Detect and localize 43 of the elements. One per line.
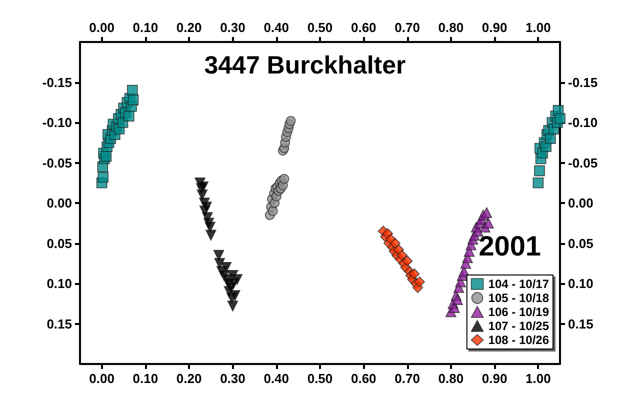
x-tick-label: 0.40 (264, 371, 290, 386)
legend-label: 106 - 10/19 (488, 305, 550, 319)
x-tick-label: 0.60 (350, 371, 376, 386)
y-tick-label: 0.00 (46, 196, 72, 210)
y-tick-label: 0.15 (46, 316, 72, 332)
x-tick-label: 0.90 (482, 371, 508, 386)
x2-tick-label: 0.80 (438, 20, 464, 35)
x-tick-label: 1.00 (526, 371, 551, 386)
x2-tick-label: 0.70 (394, 20, 420, 35)
y2-tick-label: 0.10 (568, 276, 594, 291)
chart-title: 3447 Burckhalter (204, 52, 406, 80)
y2-tick-label: 0.05 (568, 236, 594, 251)
legend-label: 105 - 10/18 (488, 291, 550, 305)
y2-tick-label: -0.15 (568, 74, 598, 90)
x-tick-label: 0.00 (89, 371, 114, 386)
x2-tick-label: 0.90 (482, 20, 508, 35)
x-tick-label: 0.10 (132, 371, 158, 386)
x-tick-label: 0.30 (220, 371, 246, 386)
y-tick-label: 0.05 (46, 236, 72, 251)
x2-tick-label: 0.60 (350, 20, 376, 35)
y2-tick-label: 0.00 (568, 196, 594, 210)
y2-tick-label: -0.05 (568, 155, 598, 170)
x-tick-label: 0.20 (176, 371, 202, 386)
x2-tick-label: 0.10 (132, 20, 158, 35)
y-tick-label: -0.05 (42, 155, 72, 170)
x-tick-label: 0.70 (394, 371, 420, 386)
legend-label: 107 - 10/25 (488, 319, 550, 333)
y-tick-label: 0.10 (46, 276, 72, 291)
x2-tick-label: 1.00 (526, 20, 551, 35)
x2-tick-label: 0.50 (307, 20, 333, 35)
y2-tick-label: -0.10 (568, 115, 598, 130)
y-tick-label: -0.10 (42, 115, 72, 130)
legend-label: 104 - 10/17 (488, 277, 550, 291)
y-tick-label: -0.15 (42, 74, 72, 90)
x-tick-label: 0.80 (438, 371, 464, 386)
legend-title: 2001 (478, 230, 542, 262)
x2-tick-label: 0.40 (264, 20, 290, 35)
x2-tick-label: 0.30 (220, 20, 246, 35)
x2-tick-label: 0.00 (89, 20, 114, 35)
x2-tick-label: 0.20 (176, 20, 202, 35)
x-tick-label: 0.50 (307, 371, 333, 386)
legend-label: 108 - 10/26 (488, 333, 550, 347)
y2-tick-label: 0.15 (568, 316, 594, 332)
